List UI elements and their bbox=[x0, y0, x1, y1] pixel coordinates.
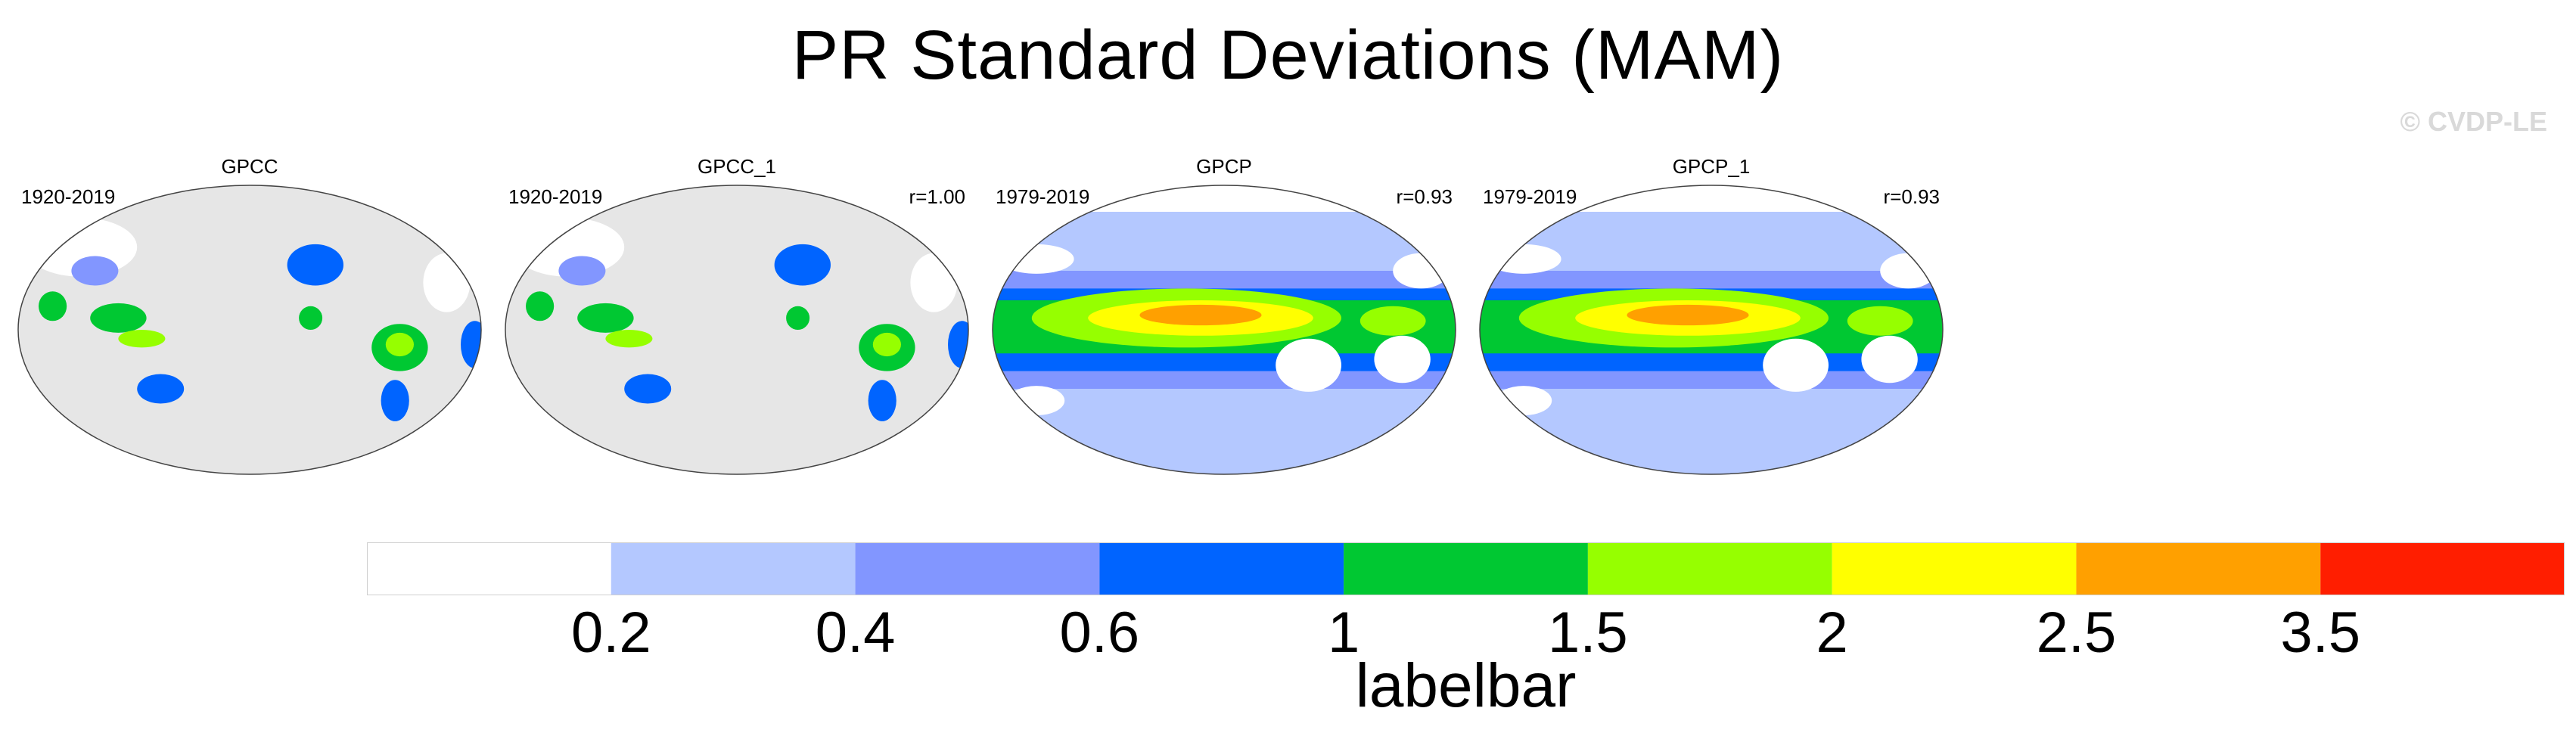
map-panel-gpcp-1: GPCP_1 1979-2019 r=0.93 bbox=[1469, 155, 1953, 480]
colorbar-tick-label: 0.2 bbox=[570, 601, 651, 665]
robinson-map bbox=[505, 185, 969, 475]
panel-title: GPCC_1 bbox=[697, 155, 777, 178]
colorbar-swatch bbox=[1832, 542, 2077, 595]
panel-title: GPCP bbox=[1196, 155, 1252, 178]
colorbar-swatch bbox=[1344, 542, 1588, 595]
robinson-map bbox=[992, 185, 1456, 475]
colorbar-swatch bbox=[855, 542, 1100, 595]
colorbar-tick-label: 0.6 bbox=[1059, 601, 1140, 665]
colorbar-swatch bbox=[367, 542, 611, 595]
panel-years: 1920-2019 bbox=[21, 185, 116, 208]
copyright-watermark: © CVDP-LE bbox=[2400, 106, 2547, 137]
colorbar-tick-label: 2.5 bbox=[2036, 601, 2117, 665]
robinson-map bbox=[1479, 185, 1944, 475]
colorbar-label: labelbar bbox=[1355, 651, 1577, 720]
map-panel-gpcp: GPCP 1979-2019 r=0.93 bbox=[982, 155, 1466, 480]
panel-years: 1920-2019 bbox=[508, 185, 603, 208]
map-panel-gpcc-1: GPCC_1 1920-2019 r=1.00 bbox=[495, 155, 979, 480]
panel-correlation: r=0.93 bbox=[1396, 185, 1453, 208]
colorbar-swatch bbox=[1099, 542, 1344, 595]
colorbar-ticks: 0.2 0.4 0.6 1 1.5 2 2.5 3.5 bbox=[367, 600, 2565, 665]
colorbar-swatch bbox=[1587, 542, 1832, 595]
colorbar-swatch bbox=[611, 542, 856, 595]
map-panel-gpcc: GPCC 1920-2019 bbox=[8, 155, 492, 480]
figure-title: PR Standard Deviations (MAM) bbox=[791, 17, 1785, 94]
panel-title: GPCP_1 bbox=[1672, 155, 1751, 178]
colorbar bbox=[367, 542, 2565, 595]
colorbar-tick-label: 1 bbox=[1327, 601, 1360, 665]
colorbar-tick-label: 2 bbox=[1816, 601, 1848, 665]
colorbar-tick-label: 1.5 bbox=[1548, 601, 1628, 665]
panel-correlation: r=1.00 bbox=[909, 185, 965, 208]
colorbar-swatch bbox=[2320, 542, 2565, 595]
colorbar-tick-label: 0.4 bbox=[815, 601, 896, 665]
colorbar-tick-label: 3.5 bbox=[2280, 601, 2361, 665]
panel-correlation: r=0.93 bbox=[1883, 185, 1940, 208]
colorbar-swatch bbox=[2076, 542, 2321, 595]
panel-years: 1979-2019 bbox=[1483, 185, 1577, 208]
panel-title: GPCC bbox=[221, 155, 278, 178]
robinson-map bbox=[17, 185, 482, 475]
panel-years: 1979-2019 bbox=[996, 185, 1090, 208]
